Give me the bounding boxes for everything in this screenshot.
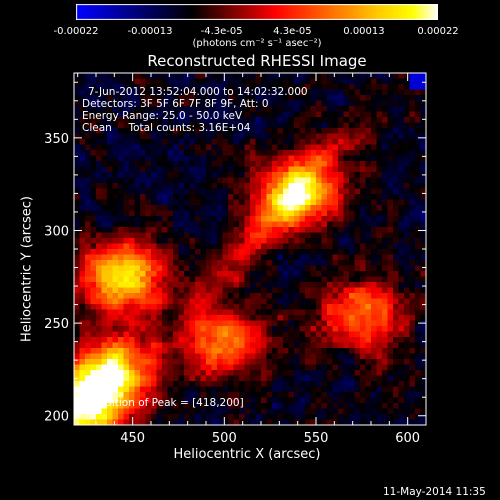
y-axis-label: Heliocentric Y (arcsec) (19, 196, 35, 342)
plot-title: Reconstructed RHESSI Image (147, 52, 367, 70)
annotation-energy-range: Energy Range: 25.0 - 50.0 keV (82, 110, 243, 122)
x-tick-label: 450 (120, 431, 145, 446)
heatmap-image (74, 73, 426, 425)
colorbar-tick-label: 4.3e-05 (273, 26, 312, 37)
y-tick-label: 200 (44, 410, 69, 425)
annotation-clean-counts: Clean Total counts: 3.16E+04 (82, 122, 251, 134)
annotation-time-range: 7-Jun-2012 13:52:04.000 to 14:02:32.000 (88, 86, 308, 98)
y-tick-label: 350 (44, 132, 69, 147)
colorbar-tick-label: -4.3e-05 (200, 26, 243, 37)
x-axis-label: Heliocentric X (arcsec) (173, 447, 321, 462)
colorbar-tick-label: 0.00022 (417, 26, 459, 37)
annotation-peak-position: Position of Peak = [418,200] (94, 397, 244, 409)
colorbar-tick-label: -0.00013 (127, 26, 173, 37)
axis-ticks: 450 500 550 600 200 250 300 350 (44, 73, 427, 446)
y-tick-label: 300 (44, 224, 69, 239)
colorbar-unit-label: (photons cm⁻² s⁻¹ asec⁻²) (192, 38, 322, 49)
x-tick-label: 500 (212, 431, 237, 446)
colorbar-tick-label: 0.00013 (343, 26, 385, 37)
x-tick-label: 550 (304, 431, 329, 446)
colorbar-tick-label: -0.00022 (53, 26, 99, 37)
footer-timestamp: 11-May-2014 11:35 (383, 486, 486, 498)
colorbar (76, 4, 438, 20)
x-tick-label: 600 (395, 431, 420, 446)
y-tick-label: 250 (44, 317, 69, 332)
annotation-detectors: Detectors: 3F 5F 6F 7F 8F 9F, Att: 0 (82, 98, 269, 110)
